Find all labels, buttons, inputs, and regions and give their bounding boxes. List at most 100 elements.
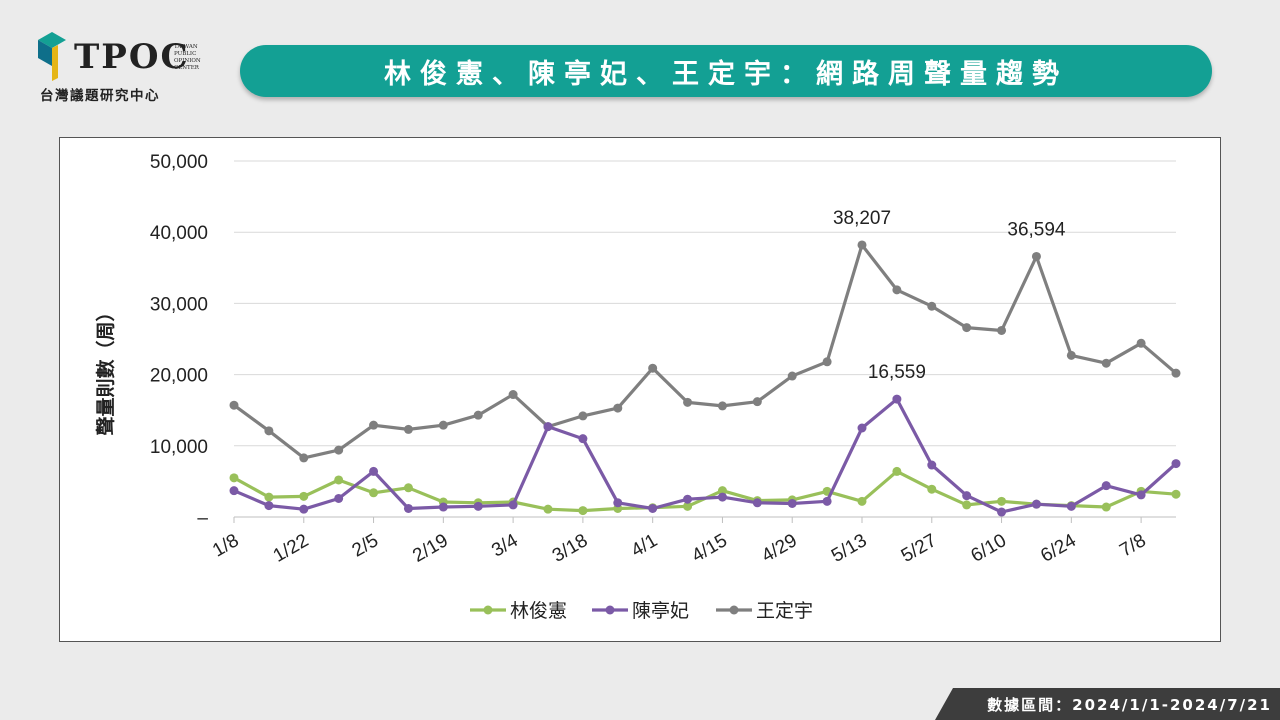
data-point (264, 492, 274, 502)
series-line (233, 243, 1178, 460)
data-point (683, 501, 693, 511)
data-point (403, 424, 413, 434)
data-point (369, 488, 379, 498)
logo-name: TPOC (74, 37, 190, 77)
data-point (229, 486, 239, 496)
y-tick-label: 50,000 (150, 152, 208, 173)
logo-subtitle-line: CENTER (174, 65, 199, 71)
data-point (578, 411, 588, 421)
data-point (1031, 251, 1041, 261)
data-point (892, 466, 902, 476)
data-point (1101, 502, 1111, 512)
data-point (1136, 490, 1146, 500)
series-line (233, 397, 1178, 514)
data-point (892, 394, 902, 404)
data-point (578, 506, 588, 516)
chart-container: – 10,000 20,000 30,000 40,000 50,000 1/8 1/22 2/… (59, 137, 1221, 642)
grid-layer (234, 160, 1176, 518)
data-point (299, 504, 309, 514)
page-title: 林俊憲、陳亭妃、王定宇：網路周聲量趨勢 (240, 45, 1212, 97)
data-point (1101, 481, 1111, 491)
data-point (962, 323, 972, 333)
data-point (1171, 489, 1181, 499)
x-tick-label: 4/15 (688, 530, 731, 567)
data-point (334, 445, 344, 455)
data-point (1031, 499, 1041, 509)
data-point (857, 240, 867, 250)
data-point (299, 453, 309, 463)
data-point (543, 504, 553, 514)
data-point (613, 403, 623, 413)
x-tick-label: 3/18 (549, 530, 592, 567)
data-point (1066, 350, 1076, 360)
data-point (299, 491, 309, 501)
legend-marker (483, 605, 493, 615)
data-point (927, 484, 937, 494)
data-point (1171, 459, 1181, 469)
data-point (264, 501, 274, 511)
data-point (962, 491, 972, 501)
data-point (473, 501, 483, 511)
x-tick-label: 5/13 (828, 530, 871, 567)
logo-subtitle-line: PUBLIC (174, 51, 197, 57)
data-point (229, 473, 239, 483)
data-point (369, 466, 379, 476)
x-tick-label: 4/29 (758, 530, 801, 567)
x-tick-label: 2/19 (409, 530, 452, 567)
data-point (613, 498, 623, 508)
y-tick-label: 20,000 (150, 366, 208, 387)
data-point (1171, 368, 1181, 378)
x-tick-label: 1/22 (270, 530, 313, 567)
data-point (787, 371, 797, 381)
data-point (997, 325, 1007, 335)
x-tick-label: 3/4 (488, 530, 522, 562)
logo-subtitle-line: TAIWAN (174, 44, 198, 50)
data-point (403, 483, 413, 493)
data-point (997, 496, 1007, 506)
data-point (648, 503, 658, 513)
data-point (717, 401, 727, 411)
data-point (997, 507, 1007, 517)
data-point (1136, 338, 1146, 348)
data-point (403, 503, 413, 513)
date-range-text: 數據區間：2024/1/1-2024/7/21 (987, 695, 1272, 714)
tpoc-logo: TPOC TAIWAN PUBLIC OPINION CENTER 台灣議題研究… (34, 26, 214, 106)
label-layer: 38,207 36,594 16,559 (833, 208, 1066, 383)
x-tick-label: 1/8 (209, 530, 242, 561)
logo-subtitle: TAIWAN PUBLIC OPINION CENTER (174, 44, 201, 72)
x-tick-label: 5/27 (898, 530, 941, 567)
x-tick-label: 4/1 (628, 530, 661, 561)
series-layer (229, 240, 1181, 517)
data-point (752, 498, 762, 508)
data-point (752, 397, 762, 407)
data-point (369, 420, 379, 430)
data-point (508, 390, 518, 400)
data-label: 16,559 (868, 362, 926, 383)
logo-chinese-name: 台灣議題研究中心 (40, 88, 160, 104)
data-point (264, 426, 274, 436)
legend-marker (729, 605, 739, 615)
logo-subtitle-line: OPINION (174, 58, 201, 64)
legend-label: 陳亭妃 (632, 600, 689, 622)
logo-cube-icon (38, 32, 66, 81)
data-point (473, 410, 483, 420)
y-tick-label: – (197, 508, 208, 529)
y-tick-label: 10,000 (150, 437, 208, 458)
legend-label: 林俊憲 (510, 600, 567, 622)
data-point (822, 496, 832, 506)
legend: 林俊憲 陳亭妃 王定宇 (470, 600, 813, 622)
y-tick-label: 40,000 (150, 223, 208, 244)
x-tick-label: 6/10 (968, 530, 1011, 567)
data-point (857, 423, 867, 433)
data-point (683, 397, 693, 407)
data-point (683, 494, 693, 504)
y-tick-label: 30,000 (150, 294, 208, 315)
data-point (717, 486, 727, 496)
data-point (508, 500, 518, 510)
data-point (927, 301, 937, 311)
data-point (229, 400, 239, 410)
data-point (857, 496, 867, 506)
data-point (927, 460, 937, 470)
data-point (334, 493, 344, 503)
legend-label: 王定宇 (756, 600, 813, 622)
